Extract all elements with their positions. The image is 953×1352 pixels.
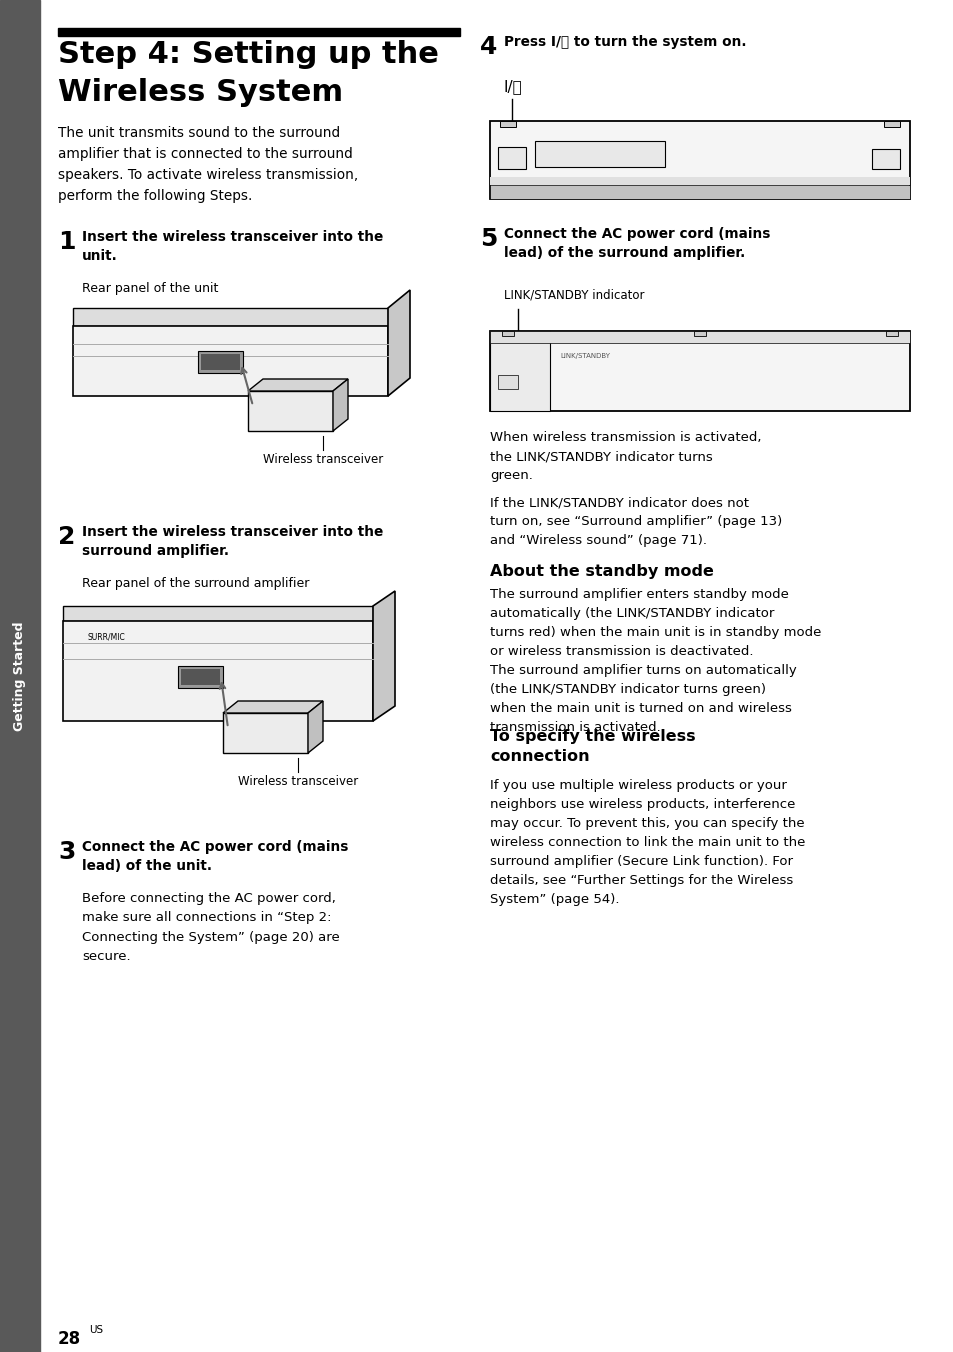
Text: SURR/MIC: SURR/MIC (88, 633, 126, 642)
Text: Step 4: Setting up the: Step 4: Setting up the (58, 41, 438, 69)
Text: Insert the wireless transceiver into the
unit.: Insert the wireless transceiver into the… (82, 230, 383, 264)
Text: LINK/STANDBY: LINK/STANDBY (559, 353, 609, 360)
Text: Getting Started: Getting Started (13, 622, 27, 730)
Text: 5: 5 (479, 227, 497, 251)
Bar (490, 331, 909, 411)
Text: Insert the wireless transceiver into the
surround amplifier.: Insert the wireless transceiver into the… (82, 525, 383, 558)
Polygon shape (308, 700, 323, 753)
Bar (535, 141, 664, 168)
Polygon shape (223, 700, 323, 713)
Text: 4: 4 (479, 35, 497, 59)
Bar (883, 120, 899, 127)
Text: About the standby mode: About the standby mode (490, 564, 713, 579)
Text: Wireless transceiver: Wireless transceiver (263, 453, 383, 466)
Bar (499, 120, 516, 127)
Bar (201, 354, 240, 370)
Text: US: US (89, 1325, 103, 1334)
Polygon shape (63, 606, 373, 621)
Text: To specify the wireless
connection: To specify the wireless connection (490, 729, 695, 764)
Text: The unit transmits sound to the surround
amplifier that is connected to the surr: The unit transmits sound to the surround… (58, 126, 358, 203)
Bar (501, 331, 514, 337)
Bar (58, 28, 459, 37)
Text: Connect the AC power cord (mains
lead) of the surround amplifier.: Connect the AC power cord (mains lead) o… (503, 227, 770, 261)
Bar (490, 331, 909, 343)
Polygon shape (388, 289, 410, 396)
Text: 28: 28 (58, 1330, 81, 1348)
Bar (497, 375, 517, 389)
Polygon shape (73, 326, 388, 396)
Bar (0, 0, 40, 1352)
Bar (693, 331, 705, 337)
Polygon shape (248, 379, 348, 391)
Polygon shape (333, 379, 348, 431)
Bar (885, 331, 897, 337)
Polygon shape (63, 621, 373, 721)
Bar (178, 667, 223, 688)
Polygon shape (248, 391, 333, 431)
Text: When wireless transmission is activated,
the LINK/STANDBY indicator turns
green.: When wireless transmission is activated,… (490, 431, 760, 483)
Text: Wireless transceiver: Wireless transceiver (237, 775, 357, 788)
Text: Wireless System: Wireless System (58, 78, 343, 107)
Bar (181, 669, 220, 685)
Bar (871, 149, 899, 169)
Text: Connect the AC power cord (mains
lead) of the unit.: Connect the AC power cord (mains lead) o… (82, 840, 348, 873)
Text: Rear panel of the surround amplifier: Rear panel of the surround amplifier (82, 577, 309, 589)
Text: 3: 3 (58, 840, 75, 864)
Text: 2: 2 (58, 525, 75, 549)
Text: 1: 1 (58, 230, 75, 254)
Bar (490, 120, 909, 199)
Bar (490, 177, 909, 185)
Bar (497, 147, 525, 169)
Text: Press I/ⓘ to turn the system on.: Press I/ⓘ to turn the system on. (503, 35, 745, 49)
Text: If you use multiple wireless products or your
neighbors use wireless products, i: If you use multiple wireless products or… (490, 779, 804, 906)
Text: Before connecting the AC power cord,
make sure all connections in “Step 2:
Conne: Before connecting the AC power cord, mak… (82, 892, 339, 964)
Text: If the LINK/STANDBY indicator does not
turn on, see “Surround amplifier” (page 1: If the LINK/STANDBY indicator does not t… (490, 496, 781, 548)
Bar (490, 185, 909, 199)
Polygon shape (73, 308, 388, 326)
Text: LINK/STANDBY indicator: LINK/STANDBY indicator (503, 289, 644, 301)
Text: I/ⓘ: I/ⓘ (503, 78, 522, 95)
Polygon shape (223, 713, 308, 753)
Bar (490, 331, 550, 411)
Polygon shape (373, 591, 395, 721)
Text: The surround amplifier enters standby mode
automatically (the LINK/STANDBY indic: The surround amplifier enters standby mo… (490, 588, 821, 734)
Bar (198, 352, 243, 373)
Text: Rear panel of the unit: Rear panel of the unit (82, 283, 218, 295)
